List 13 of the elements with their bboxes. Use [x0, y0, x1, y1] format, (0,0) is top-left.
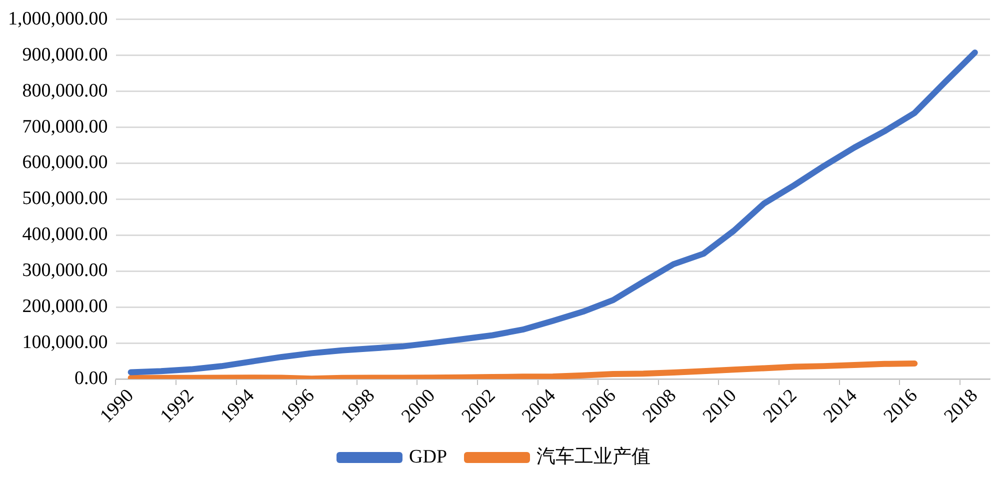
y-tick-label: 0.00	[74, 368, 108, 389]
y-tick-label: 600,000.00	[22, 152, 108, 174]
y-tick-label: 900,000.00	[22, 44, 108, 66]
y-tick-label: 1,000,000.00	[8, 8, 108, 30]
y-tick-label: 400,000.00	[22, 224, 108, 246]
legend-label: GDP	[408, 446, 448, 468]
y-tick-label: 300,000.00	[22, 260, 108, 282]
legend-label: 汽车工业产值	[536, 446, 651, 468]
y-tick-label: 100,000.00	[22, 332, 108, 354]
y-tick-label: 200,000.00	[22, 296, 108, 318]
y-tick-label: 500,000.00	[22, 188, 108, 210]
y-tick-label: 700,000.00	[22, 116, 108, 138]
y-tick-label: 800,000.00	[22, 80, 108, 102]
